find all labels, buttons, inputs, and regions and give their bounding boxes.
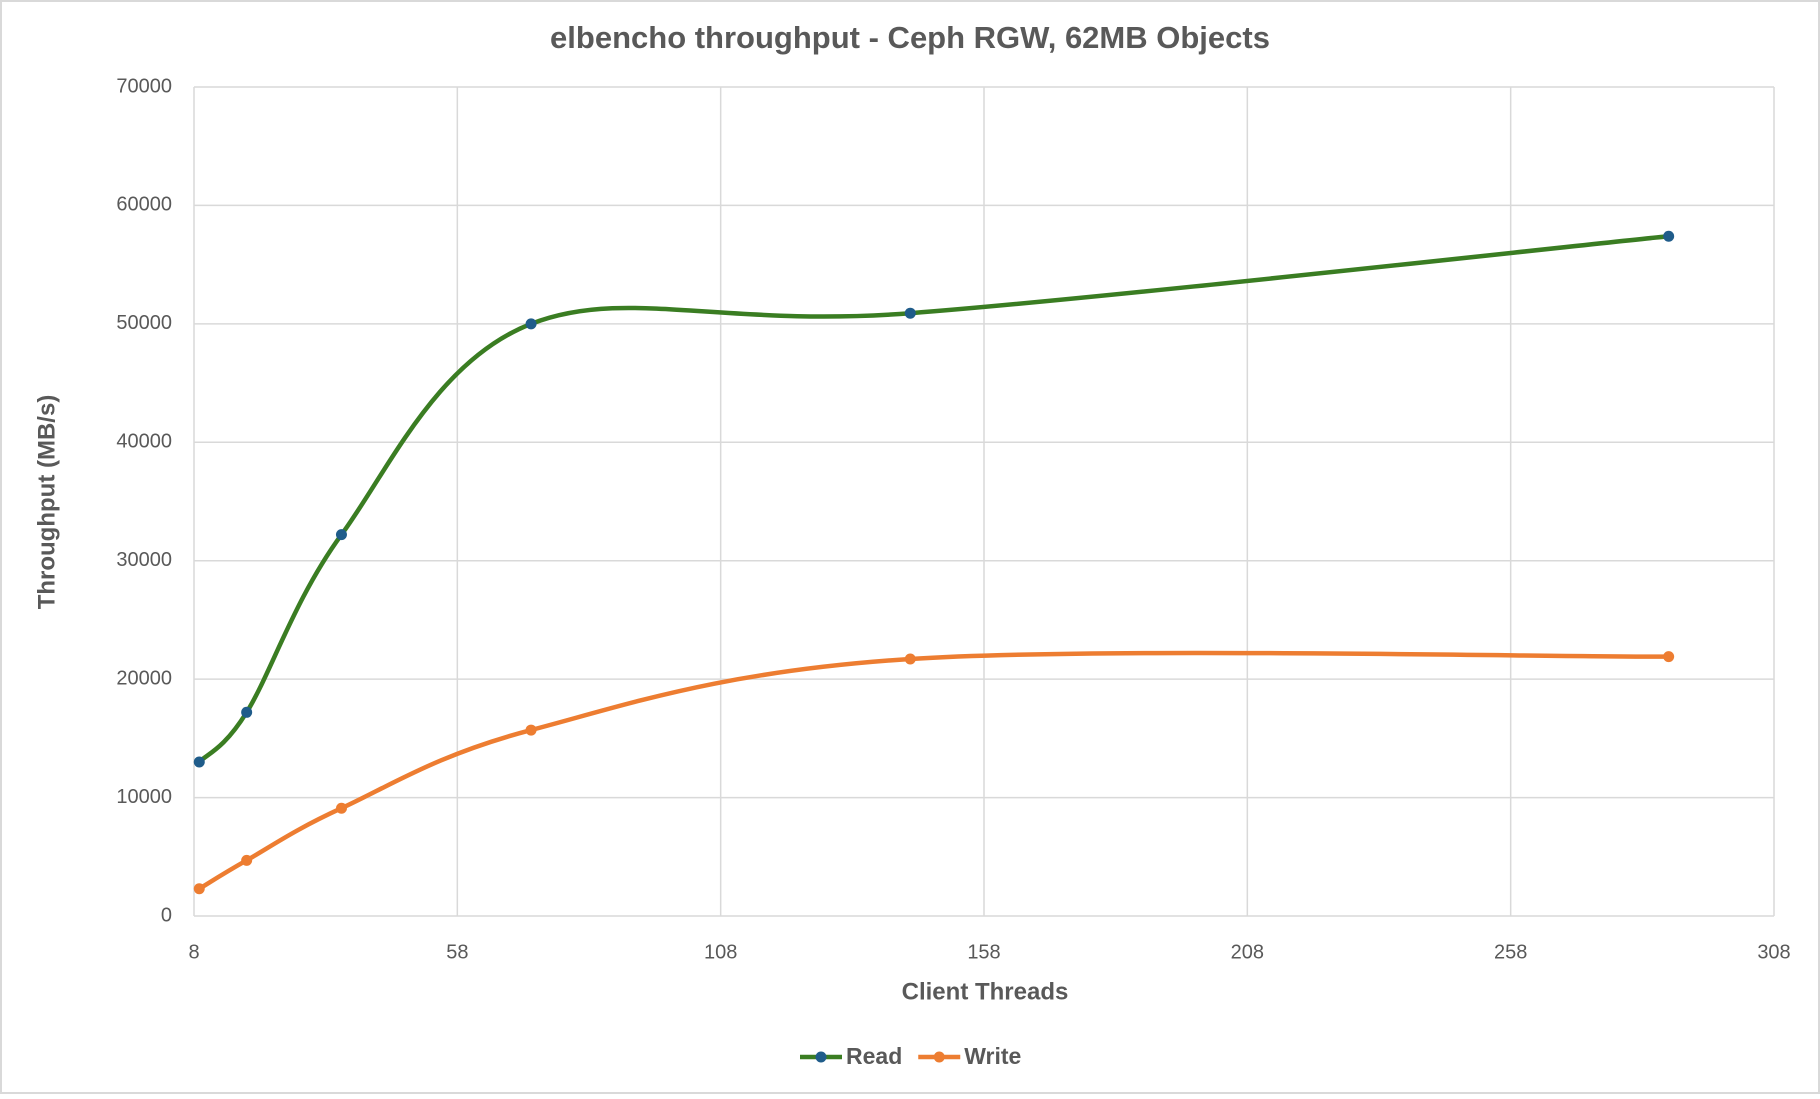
data-point [525,318,537,330]
data-point [1663,230,1675,242]
y-axis-title: Throughput (MB/s) [33,395,60,610]
series-line [197,233,1669,764]
series-line [198,650,1669,891]
data-point [335,802,347,814]
data-point [904,653,916,665]
x-tick-label: 258 [1494,941,1527,963]
data-point [193,756,205,768]
y-tick-label: 20000 [116,667,172,689]
data-point [1663,651,1675,663]
x-tick-label: 8 [188,941,199,963]
y-tick-label: 40000 [116,431,172,453]
x-tick-label: 158 [967,941,1000,963]
data-point [193,883,205,895]
x-tick-label: 58 [446,941,468,963]
y-tick-label: 10000 [116,786,172,808]
chart-title: elbencho throughput - Ceph RGW, 62MB Obj… [550,20,1270,55]
data-point [525,724,537,736]
x-tick-label: 208 [1231,941,1264,963]
data-point [904,307,916,319]
y-tick-label: 60000 [116,194,172,216]
data-point [241,706,253,718]
x-tick-label: 308 [1757,941,1790,963]
x-tick-label: 108 [704,941,737,963]
y-tick-label: 70000 [116,75,172,97]
x-axis-title: Client Threads [902,978,1069,1005]
data-point [335,529,347,541]
y-tick-label: 30000 [116,549,172,571]
legend-marker [815,1051,827,1063]
legend-label: Read [846,1043,902,1069]
legend-label: Write [964,1043,1021,1069]
y-tick-label: 0 [161,904,172,926]
data-point [241,854,253,866]
legend-marker [933,1051,945,1063]
y-tick-label: 50000 [116,312,172,334]
